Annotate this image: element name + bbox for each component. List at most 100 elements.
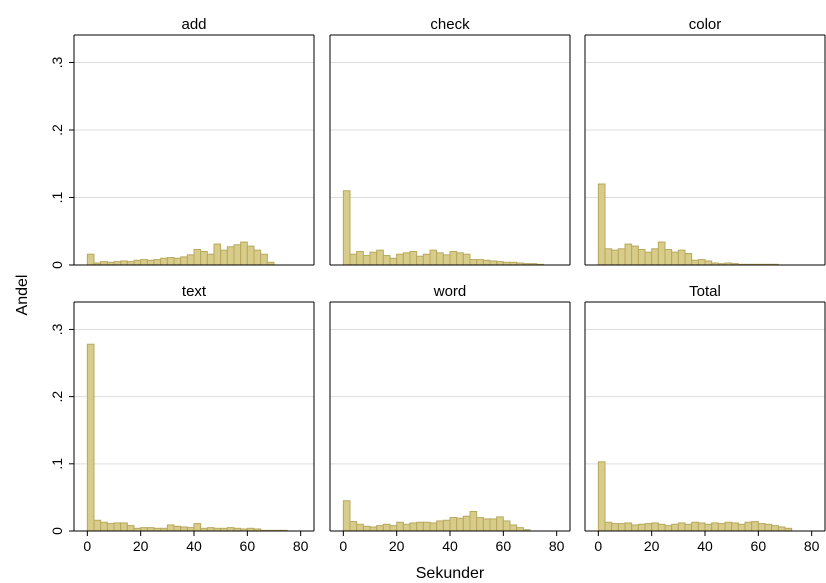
histogram-bar (684, 253, 693, 266)
histogram-bar (436, 520, 444, 532)
histogram-bar (396, 521, 404, 532)
histogram-bar (737, 523, 746, 532)
y-axis-title: Andel (14, 275, 31, 316)
histogram-bar (376, 249, 384, 266)
panel-title: check (430, 16, 470, 33)
x-tick-label: 60 (751, 538, 767, 554)
histogram-bar (489, 260, 498, 266)
histogram-bar (509, 524, 518, 532)
x-tick-label: 0 (594, 538, 602, 554)
histogram-bar (502, 520, 511, 532)
histogram-bar (744, 521, 753, 532)
histogram-bar (684, 523, 693, 532)
histogram-bar (246, 245, 255, 266)
histogram-bar (436, 252, 444, 266)
histogram-bar (711, 522, 719, 532)
histogram-bar (429, 249, 438, 266)
histogram-bar (186, 254, 195, 266)
x-tick-label: 80 (804, 538, 820, 554)
y-tick-label: .3 (49, 56, 65, 68)
histogram-bar (624, 243, 633, 266)
histogram-bar (624, 522, 633, 532)
x-axis-title: Sekunder (416, 565, 485, 582)
histogram-bar (160, 257, 168, 266)
histogram-bar (409, 522, 418, 532)
histogram-bar (644, 523, 653, 532)
histogram-bar (482, 259, 491, 266)
histogram-bar (611, 523, 619, 532)
histogram-bar (133, 259, 142, 266)
histogram-bar (651, 522, 659, 532)
histogram-bar (456, 252, 464, 266)
y-tick-label: .2 (49, 124, 65, 136)
histogram-bar (389, 525, 398, 532)
histogram-bar (369, 526, 378, 532)
histogram-bar (469, 259, 478, 266)
histogram-bar (442, 519, 451, 532)
histogram-bar (637, 248, 646, 266)
histogram-bar (442, 254, 451, 266)
x-tick-label: 40 (697, 538, 713, 554)
histogram-bar (402, 523, 411, 532)
histogram-bar (260, 253, 268, 266)
panel-title-strip (330, 15, 570, 35)
histogram-bar (240, 241, 248, 266)
histogram-bar (356, 523, 364, 532)
histogram-bar (120, 522, 128, 532)
histogram-bar (226, 527, 235, 532)
histogram-bar (113, 522, 122, 532)
histogram-bar (697, 259, 706, 266)
panel-title-strip (74, 282, 314, 302)
histogram-bar (677, 249, 686, 266)
histogram-bar (617, 248, 626, 266)
histogram-bar (429, 522, 438, 532)
histogram-bar (651, 248, 659, 266)
histogram-bar (691, 521, 699, 532)
panel-add: add 0 .1 .2 .3 (49, 15, 315, 269)
histogram-bar (631, 524, 639, 532)
histogram-bar (724, 521, 733, 532)
histogram-bar (611, 249, 619, 266)
histogram-bar (166, 257, 175, 266)
histogram-bar (456, 517, 464, 532)
x-tick-label: 20 (133, 538, 149, 554)
histogram-bar (120, 260, 128, 266)
histogram-bar (751, 521, 759, 532)
histogram-bar (226, 246, 235, 266)
histogram-bar (126, 261, 135, 266)
histogram-bar (362, 255, 371, 266)
histogram-bar (764, 523, 773, 532)
x-tick-label: 0 (339, 538, 347, 554)
x-tick-label: 0 (83, 538, 91, 554)
histogram-bar (166, 524, 175, 532)
x-tick-label: 60 (240, 538, 256, 554)
histogram-bar (489, 518, 498, 532)
histogram-bar (140, 527, 148, 532)
histogram-bar (644, 251, 653, 266)
x-tick-label: 60 (496, 538, 512, 554)
histogram-bar (206, 253, 215, 266)
panel-check: check (329, 15, 571, 266)
histogram-bar (416, 255, 424, 266)
histogram-bar (106, 523, 115, 532)
histogram-bar (771, 525, 779, 532)
histogram-bar (637, 523, 646, 532)
histogram-bar (382, 523, 391, 532)
histogram-bar (382, 255, 391, 266)
histogram-bar (597, 183, 606, 266)
x-tick-label: 80 (549, 538, 565, 554)
histogram-bar (469, 511, 478, 532)
histogram-bar (396, 253, 404, 266)
panel-title-strip (585, 282, 825, 302)
x-tick-label: 20 (389, 538, 405, 554)
histogram-bar (349, 521, 358, 532)
histogram-bar (206, 527, 215, 532)
histogram-bar (126, 525, 135, 532)
histogram-bar (146, 259, 155, 266)
y-tick-label: .3 (49, 323, 65, 335)
histogram-bar (691, 259, 699, 266)
histogram-bar (604, 521, 613, 532)
histogram-bar (193, 248, 202, 266)
panel-color: color (584, 15, 826, 266)
y-tick-label: 0 (49, 261, 65, 269)
